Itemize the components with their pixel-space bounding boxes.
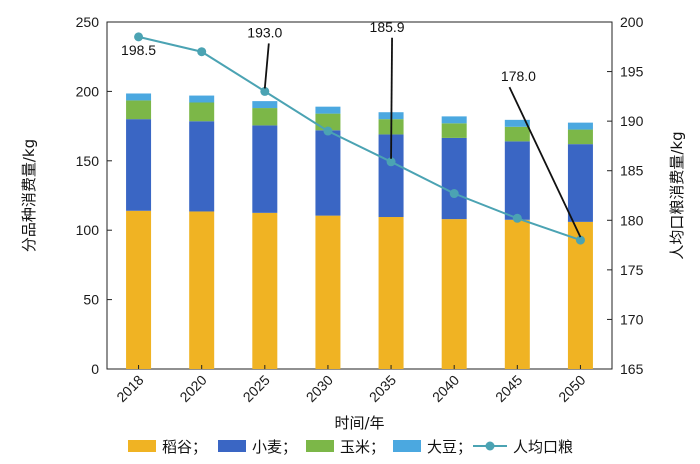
bar-segment-玉米 (567, 129, 593, 145)
bar-segment-稻谷 (252, 212, 278, 369)
annotation-leader (263, 43, 270, 89)
legend-swatch-玉米 (306, 440, 334, 452)
left-axis-tick-label: 200 (76, 83, 100, 99)
bar-segment-稻谷 (126, 210, 152, 369)
bar-segment-大豆 (567, 122, 593, 130)
x-axis-tick-label: 2020 (176, 372, 209, 405)
line-point (260, 86, 270, 96)
bar-segment-小麦 (315, 130, 341, 216)
annotation-layer: 198.5 193.0 185.9 178.0 (121, 19, 582, 238)
left-axis-tick-label: 250 (76, 14, 100, 30)
legend-swatch-稻谷 (128, 440, 156, 452)
legend-label-稻谷: 稻谷； (162, 438, 207, 456)
bar-segment-稻谷 (567, 221, 593, 369)
legend-swatch-大豆 (393, 440, 421, 452)
annotation-label: 185.9 (370, 19, 405, 35)
right-axis-tick-label: 170 (620, 311, 644, 327)
bar-segment-玉米 (441, 123, 467, 138)
legend-swatch-小麦 (218, 440, 246, 452)
x-axis-tick-label: 2050 (555, 372, 588, 405)
x-axis-tick-label: 2030 (303, 372, 336, 405)
x-axis-tick-label: 2025 (240, 372, 273, 405)
bar-segment-大豆 (441, 116, 467, 124)
bar-segment-玉米 (189, 102, 215, 122)
bar-segment-稻谷 (315, 215, 341, 369)
annotation-label: 198.5 (121, 42, 156, 58)
annotation-label: 193.0 (247, 24, 282, 40)
bar-segment-玉米 (504, 126, 530, 142)
x-axis-label: 时间/年 (334, 414, 384, 432)
left-axis-tick-label: 150 (76, 153, 100, 169)
left-axis-label: 分品种消费量/kg (20, 139, 38, 252)
left-axis-tick-label: 100 (76, 222, 100, 238)
line-layer (134, 32, 585, 245)
legend-label-大豆: 大豆； (427, 438, 472, 456)
annotation-leader (508, 86, 582, 238)
bar-segment-稻谷 (378, 217, 404, 369)
bar-segment-小麦 (567, 144, 593, 222)
bar-segment-大豆 (252, 101, 278, 109)
left-axis-tick-label: 0 (91, 361, 99, 377)
line-point (386, 157, 396, 167)
right-axis-label: 人均口粮消费量/kg (668, 131, 686, 259)
plot-border (106, 21, 613, 370)
bar-layer (126, 93, 593, 369)
line-point (197, 47, 207, 57)
legend-line-marker (485, 441, 495, 451)
line-point (512, 213, 522, 223)
legend-label-玉米: 玉米； (340, 438, 385, 456)
x-axis-tick-label: 2045 (492, 372, 525, 405)
right-axis-tick-label: 190 (620, 113, 644, 129)
legend: 稻谷； 小麦； 玉米； 大豆； 人均口粮 (128, 438, 573, 456)
line-point (134, 32, 144, 42)
right-axis-tick-label: 185 (620, 163, 644, 179)
right-axis-tick-label: 175 (620, 262, 644, 278)
annotation-label: 178.0 (501, 68, 536, 84)
plot-frame (106, 21, 613, 370)
bar-segment-玉米 (252, 108, 278, 126)
bar-segment-大豆 (504, 119, 530, 127)
bar-segment-稻谷 (504, 219, 530, 369)
x-axis-tick-label: 2035 (366, 372, 399, 405)
line-series (138, 35, 581, 242)
bar-segment-小麦 (252, 125, 278, 213)
bar-segment-大豆 (315, 106, 341, 114)
right-axis-tick-label: 200 (620, 14, 644, 30)
annotation-leader (390, 37, 393, 159)
line-point (449, 189, 459, 199)
bar-segment-稻谷 (189, 211, 215, 369)
x-axis-tick-label: 2018 (113, 372, 146, 405)
x-axis-tick-label: 2040 (429, 372, 462, 405)
bar-segment-大豆 (189, 95, 215, 103)
bar-segment-大豆 (126, 93, 152, 101)
line-point (575, 235, 585, 245)
right-axis-tick-label: 165 (620, 361, 644, 377)
legend-label-line: 人均口粮 (513, 438, 573, 456)
left-axis-tick-label: 50 (83, 292, 99, 308)
bar-segment-小麦 (441, 137, 467, 220)
right-axis-tick-label: 180 (620, 212, 644, 228)
bar-segment-小麦 (126, 119, 152, 211)
bar-segment-稻谷 (441, 219, 467, 369)
bar-segment-小麦 (189, 121, 215, 212)
legend-label-小麦: 小麦； (252, 438, 297, 456)
line-point (323, 126, 333, 136)
bar-segment-玉米 (126, 100, 152, 120)
bar-segment-小麦 (504, 141, 530, 220)
right-axis-tick-label: 195 (620, 64, 644, 80)
